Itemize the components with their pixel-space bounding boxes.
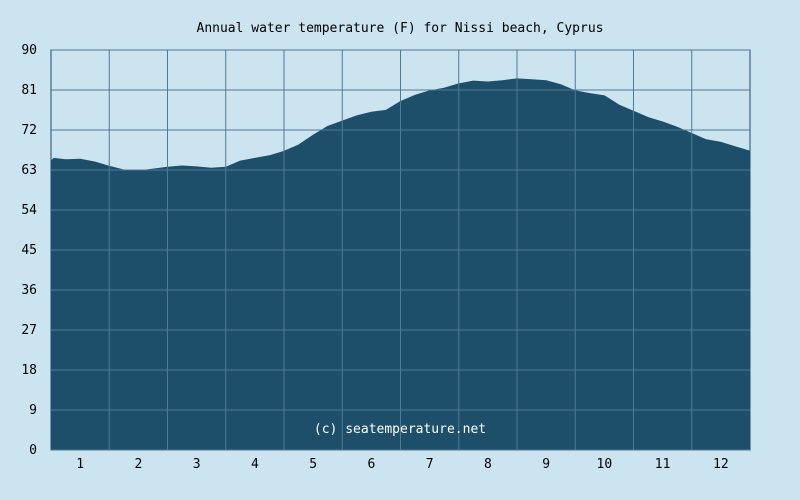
x-tick-label: 7 — [426, 457, 434, 472]
x-tick-label: 10 — [597, 457, 613, 472]
x-tick-label: 8 — [484, 457, 492, 472]
y-tick-label: 54 — [21, 203, 37, 218]
chart-title: Annual water temperature (F) for Nissi b… — [197, 21, 604, 36]
y-tick-label: 27 — [21, 323, 37, 338]
x-tick-label: 12 — [713, 457, 729, 472]
x-tick-label: 4 — [251, 457, 259, 472]
y-tick-label: 9 — [29, 403, 37, 418]
x-tick-label: 6 — [367, 457, 375, 472]
y-tick-label: 18 — [21, 363, 37, 378]
x-axis-ticks: 1 2 3 4 5 6 7 8 9 10 11 12 — [76, 457, 728, 472]
y-tick-label: 81 — [21, 83, 37, 98]
credit-label: (c) seatemperature.net — [314, 422, 486, 437]
x-tick-label: 1 — [76, 457, 84, 472]
x-tick-label: 9 — [542, 457, 550, 472]
x-tick-label: 2 — [134, 457, 142, 472]
y-tick-label: 45 — [21, 243, 37, 258]
x-tick-label: 3 — [193, 457, 201, 472]
x-tick-label: 11 — [655, 457, 671, 472]
y-tick-label: 63 — [21, 163, 37, 178]
grid-lines — [51, 49, 750, 451]
y-axis-ticks: 0 9 18 27 36 45 54 63 72 81 90 — [21, 43, 37, 458]
x-tick-label: 5 — [309, 457, 317, 472]
y-tick-label: 72 — [21, 123, 37, 138]
y-tick-label: 0 — [29, 443, 37, 458]
y-tick-label: 36 — [21, 283, 37, 298]
y-tick-label: 90 — [21, 43, 37, 58]
